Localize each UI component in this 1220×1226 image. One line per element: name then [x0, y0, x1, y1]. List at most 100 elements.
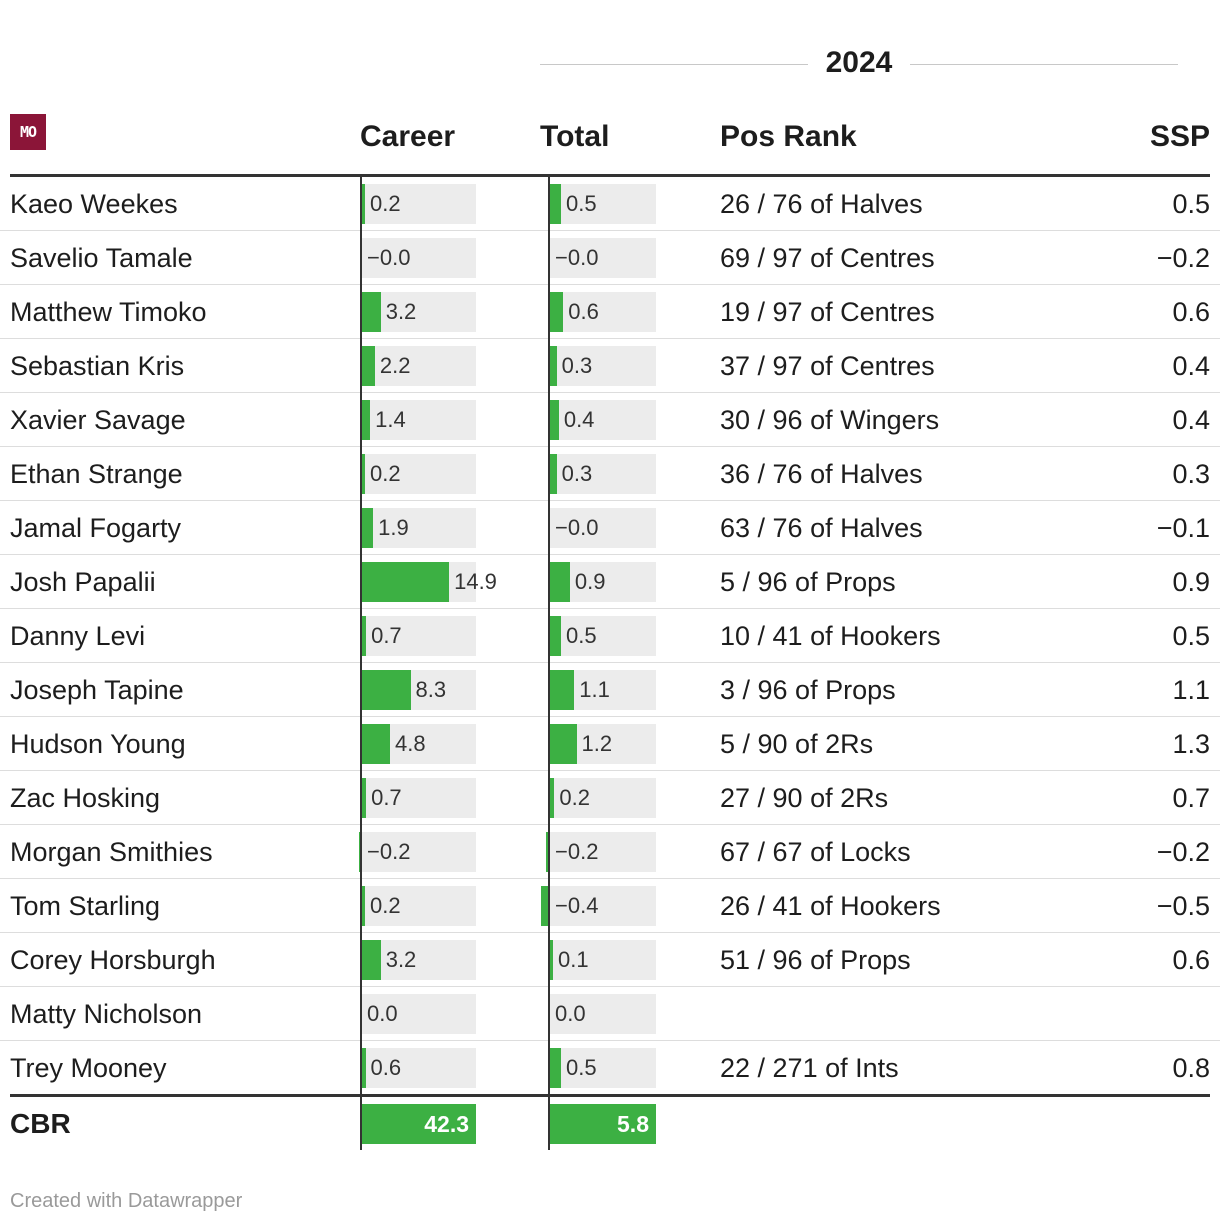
pos-rank-cell: 22 / 271 of Ints	[720, 1053, 899, 1083]
total-bar-cell: 0.5	[550, 1048, 656, 1088]
season-total-bar: 5.8	[550, 1104, 656, 1144]
total-bar	[550, 940, 553, 980]
career-column-header[interactable]: Career	[360, 120, 456, 153]
total-value-label: 0.4	[563, 407, 595, 432]
total-column-header[interactable]: Total	[540, 120, 610, 153]
total-bar	[545, 832, 550, 872]
total-bar-cell: 0.9	[550, 562, 656, 602]
career-bar	[362, 1048, 366, 1088]
ssp-cell: −0.2	[1156, 243, 1210, 273]
career-bar	[362, 616, 367, 656]
career-value-label: 4.8	[395, 731, 426, 756]
total-value-label: 0.5	[566, 191, 597, 216]
total-value-label: −0.2	[555, 839, 599, 864]
total-value-label: 0.6	[568, 299, 599, 324]
player-name: Ethan Strange	[10, 459, 183, 489]
pos-rank-cell: 67 / 67 of Locks	[720, 837, 911, 867]
total-bar-cell: 0.0	[550, 994, 656, 1034]
total-bar-cell: 1.1	[550, 670, 656, 710]
total-bar-cell: 1.2	[550, 724, 656, 764]
career-bar	[362, 508, 374, 548]
ssp-cell: 0.6	[1172, 297, 1210, 327]
career-value-label: 0.6	[370, 1055, 402, 1080]
player-name: Matty Nicholson	[10, 999, 203, 1029]
player-name: Joseph Tapine	[10, 675, 184, 705]
total-bar	[550, 346, 557, 386]
player-name: Jamal Fogarty	[10, 513, 182, 543]
total-bar-cell: 0.3	[550, 346, 656, 386]
ssp-cell: 0.7	[1172, 783, 1210, 813]
ssp-cell: 0.5	[1172, 621, 1210, 651]
career-bar	[362, 940, 381, 980]
career-value-label: 0.2	[370, 893, 401, 918]
total-bar	[550, 1048, 562, 1088]
pos-rank-column-header[interactable]: Pos Rank	[720, 120, 857, 153]
pos-rank-cell: 5 / 96 of Props	[720, 567, 896, 597]
total-bar-cell: 0.5	[550, 616, 656, 656]
table-row: Sebastian Kris 2.2 0.3 37 / 97 of Centres 0.…	[0, 339, 1220, 393]
table-row: Zac Hosking 0.7 0.2 27 / 90 of 2Rs 0.7	[0, 771, 1220, 825]
table-row: Ethan Strange 0.2 0.3 36 / 76 of Halves 0.3	[0, 447, 1220, 501]
career-bar-cell: 0.2	[362, 886, 476, 926]
total-bar	[550, 670, 575, 710]
total-value-label: 0.0	[555, 1001, 586, 1026]
total-value-label: 0.5	[566, 623, 597, 648]
table-row: Matty Nicholson 0.0 0.0	[0, 987, 1220, 1041]
total-bar	[550, 400, 559, 440]
career-value-label: 0.2	[370, 191, 401, 216]
total-value-label: 0.5	[566, 1055, 597, 1080]
table-row: Tom Starling 0.2 −0.4 26 / 41 of Hookers −0.…	[0, 879, 1220, 933]
total-value-label: 0.3	[561, 461, 593, 486]
career-bar	[362, 670, 411, 710]
totals-row: CBR 42.3 5.8	[0, 1097, 1220, 1151]
ssp-cell: 0.3	[1172, 459, 1210, 489]
table-row: Xavier Savage 1.4 0.4 30 / 96 of Wingers 0.4	[0, 393, 1220, 447]
table-row: Kaeo Weekes 0.2 0.5 26 / 76 of Halves 0.5	[0, 177, 1220, 231]
total-bar	[550, 616, 562, 656]
pos-rank-cell: 37 / 97 of Centres	[720, 351, 935, 381]
pos-rank-cell: 27 / 90 of 2Rs	[720, 783, 889, 813]
datawrapper-credit[interactable]: Created with Datawrapper	[10, 1190, 243, 1212]
player-name: Kaeo Weekes	[10, 189, 178, 219]
ssp-cell: −0.2	[1156, 837, 1210, 867]
player-name: Trey Mooney	[10, 1053, 167, 1083]
total-bar	[550, 724, 577, 764]
total-value-label: 1.1	[579, 677, 610, 702]
player-name: Josh Papalii	[10, 567, 156, 597]
table-row: Danny Levi 0.7 0.5 10 / 41 of Hookers 0.5	[0, 609, 1220, 663]
ssp-cell: 0.4	[1172, 405, 1210, 435]
total-bar-cell: −0.0	[550, 238, 656, 278]
group-header-right-rule	[910, 64, 1178, 65]
player-name: Tom Starling	[10, 891, 161, 921]
total-bar	[541, 886, 550, 926]
ssp-cell: −0.1	[1156, 513, 1210, 543]
total-value-label: 0.1	[558, 947, 589, 972]
group-header-left-rule	[540, 64, 808, 65]
career-value-label: 0.0	[367, 1001, 398, 1026]
table-row: Morgan Smithies −0.2 −0.2 67 / 67 of Locks −…	[0, 825, 1220, 879]
player-name: Matthew Timoko	[10, 297, 207, 327]
ssp-column-header[interactable]: SSP	[1149, 120, 1210, 153]
career-total-bar: 42.3	[362, 1104, 476, 1144]
career-bar-cell: 14.9	[362, 562, 497, 602]
player-name: Morgan Smithies	[10, 837, 213, 867]
career-value-label: 1.9	[378, 515, 409, 540]
pos-rank-cell: 3 / 96 of Props	[720, 675, 896, 705]
career-value-label: 0.2	[370, 461, 401, 486]
player-name: Sebastian Kris	[10, 351, 185, 381]
career-bar-cell: 0.7	[362, 616, 476, 656]
career-bar	[362, 292, 381, 332]
total-bar-cell: 0.4	[550, 400, 656, 440]
career-bar-cell: 3.2	[362, 940, 476, 980]
career-value-label: 0.7	[371, 623, 402, 648]
table-row: Joseph Tapine 8.3 1.1 3 / 96 of Props 1.1	[0, 663, 1220, 717]
career-bar-cell: 4.8	[362, 724, 476, 764]
pos-rank-cell: 26 / 41 of Hookers	[720, 891, 941, 921]
pos-rank-cell: 69 / 97 of Centres	[720, 243, 935, 273]
player-name: Danny Levi	[10, 621, 146, 651]
team-logo: MO	[10, 114, 46, 150]
totals-label: CBR	[10, 1108, 71, 1139]
total-value-label: 1.2	[581, 731, 613, 756]
ssp-cell: 0.5	[1172, 189, 1210, 219]
total-bar-cell: 0.1	[550, 940, 656, 980]
